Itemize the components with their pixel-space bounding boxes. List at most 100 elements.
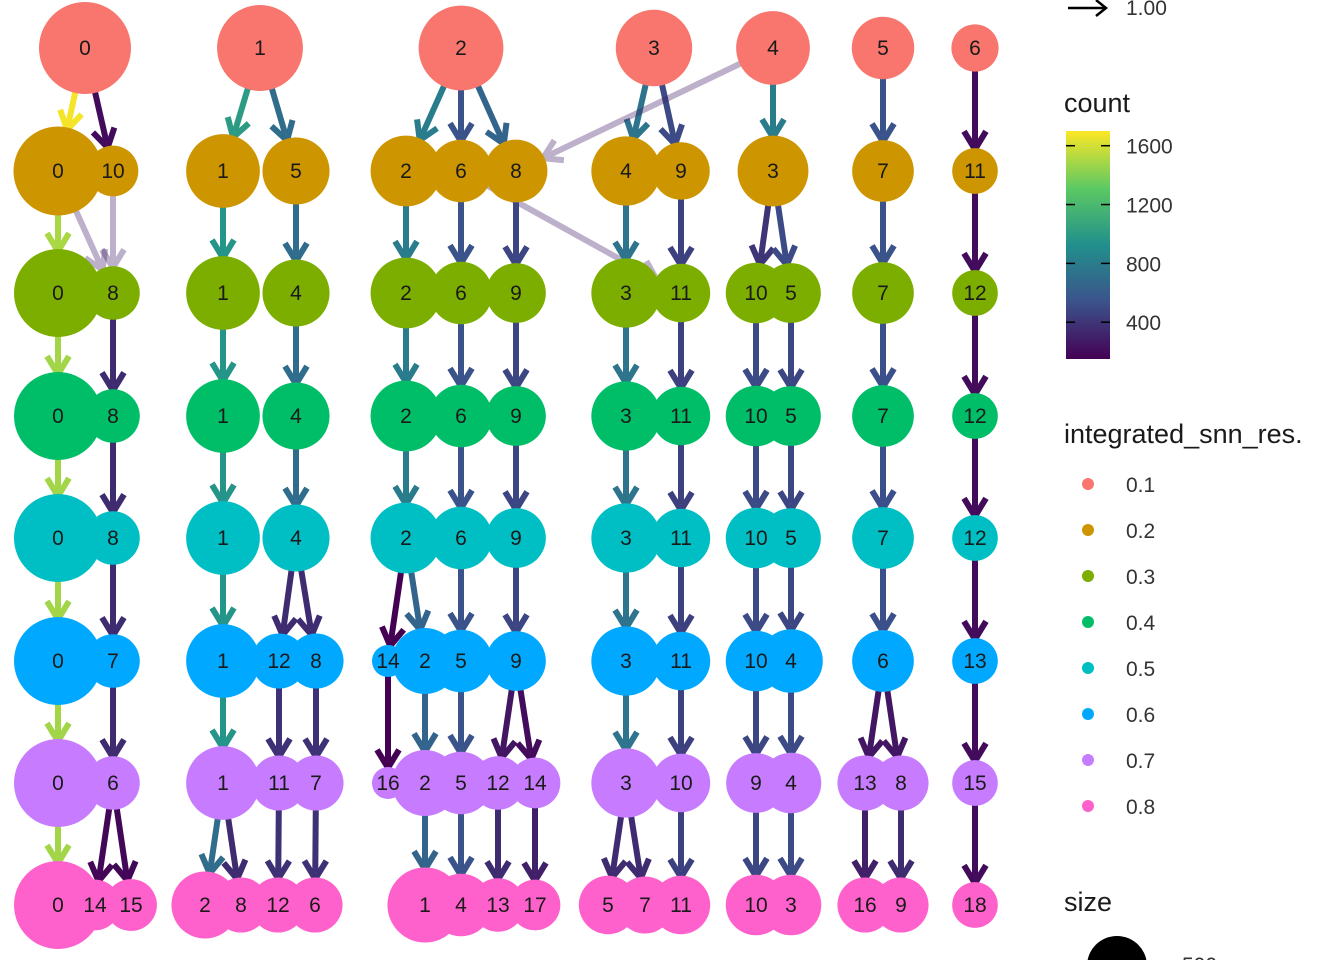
cluster-node-label: 3	[767, 160, 779, 183]
size-legend-title: size	[1064, 887, 1112, 917]
edge-arrow	[502, 558, 530, 639]
cluster-node-label: 1	[419, 894, 431, 917]
edge-line	[112, 801, 130, 876]
cluster-node-label: 2	[455, 37, 467, 60]
edge-arrow	[521, 800, 549, 887]
cluster-node-label: 1	[217, 650, 229, 673]
cluster-node-label: 3	[648, 37, 660, 60]
cluster-node-label: 10	[744, 405, 767, 428]
resolution-key-dot	[1082, 478, 1094, 490]
cluster-node	[486, 508, 546, 568]
cluster-node-label: 0	[52, 772, 64, 795]
edge-arrow	[87, 801, 115, 887]
count-legend-title: count	[1064, 88, 1131, 118]
cluster-node-label: 6	[877, 650, 889, 673]
cluster-node-label: 14	[523, 772, 547, 795]
cluster-node	[370, 380, 442, 452]
cluster-node	[952, 515, 998, 561]
cluster-node	[429, 629, 493, 693]
cluster-node	[370, 135, 442, 207]
cluster-node-label: 3	[785, 894, 797, 917]
cluster-node-label: 17	[523, 894, 546, 917]
cluster-node	[761, 508, 821, 568]
edge-arrow	[742, 437, 770, 516]
cluster-node	[484, 139, 548, 203]
cluster-node	[852, 262, 914, 324]
cluster-node-label: 2	[400, 160, 412, 183]
cluster-node-label: 7	[310, 772, 322, 795]
cluster-node-label: 5	[877, 37, 889, 60]
cluster-node	[288, 755, 344, 811]
edge-arrow	[777, 804, 805, 883]
cluster-node	[591, 258, 661, 328]
cluster-node-label: 9	[750, 772, 762, 795]
cluster-node-label: 11	[670, 894, 692, 917]
cluster-node	[429, 139, 493, 203]
cluster-node-label: 8	[107, 527, 119, 550]
count-legend: count 1600 1200 800 400	[1064, 88, 1173, 359]
resolution-items: 0.1 0.2 0.3 0.4 0.5 0.6 0.7 0.8	[1082, 474, 1156, 819]
edge-arrow	[447, 192, 475, 270]
edge-line	[773, 195, 789, 260]
resolution-key-label: 0.4	[1126, 612, 1156, 635]
edge-arrow	[264, 802, 292, 885]
cluster-node	[952, 393, 998, 439]
count-ticks: 1600 1200 800 400	[1066, 136, 1173, 335]
edge-arrow	[777, 313, 805, 394]
edge-arrow	[851, 802, 879, 885]
cluster-node	[591, 381, 661, 451]
resolution-key-dot	[1082, 754, 1094, 766]
edge-arrow	[271, 560, 299, 641]
resolution-key-label: 0.3	[1126, 566, 1155, 589]
edge-arrow	[447, 682, 475, 760]
cluster-node-label: 4	[785, 772, 797, 795]
edge-arrow	[447, 314, 475, 393]
cluster-node-label: 4	[290, 405, 302, 428]
cluster-node-label: 5	[785, 405, 797, 428]
resolution-key-label: 0.6	[1126, 704, 1155, 727]
cluster-node-label: 11	[670, 650, 692, 673]
edge-line	[626, 806, 643, 873]
resolution-key-label: 0.1	[1126, 474, 1155, 497]
edge-arrow	[99, 434, 127, 519]
cluster-node	[429, 261, 493, 325]
cluster-node	[760, 874, 822, 936]
edge-arrow	[99, 311, 127, 397]
cluster-node	[262, 382, 330, 450]
edge-line	[296, 560, 314, 630]
cluster-node-label: 6	[455, 405, 467, 428]
size-legend-circle	[1087, 936, 1147, 960]
cluster-node-label: 12	[267, 650, 290, 673]
cluster-node	[14, 372, 102, 460]
cluster-node-label: 12	[266, 894, 289, 917]
cluster-node-label: 4	[290, 282, 302, 305]
cluster-node	[186, 134, 260, 208]
cluster-node-label: 14	[376, 650, 400, 673]
cluster-node-label: 9	[510, 405, 522, 428]
cluster-node-label: 0	[52, 650, 64, 673]
edge-arrow	[961, 553, 989, 646]
in-prop-legend: 1.00	[1068, 0, 1167, 20]
cluster-node-label: 6	[969, 37, 981, 60]
cluster-node	[761, 263, 821, 323]
edge-arrow	[502, 436, 530, 516]
cluster-node-label: 0	[79, 37, 91, 60]
cluster-node	[86, 389, 140, 443]
cluster-node	[509, 879, 561, 931]
cluster-node-label: 1	[217, 772, 229, 795]
cluster-node	[651, 386, 711, 446]
cluster-node-label: 11	[964, 160, 986, 183]
cluster-node-label: 10	[744, 282, 767, 305]
edge-line	[516, 681, 534, 754]
edge-arrow	[265, 680, 293, 763]
edge-arrow	[667, 313, 695, 395]
cluster-node-label: 14	[83, 894, 107, 917]
cluster-node	[509, 757, 561, 809]
cluster-node-label: 16	[376, 772, 399, 795]
cluster-node	[852, 630, 914, 692]
cluster-node-label: 0	[52, 160, 64, 183]
cluster-node-label: 12	[963, 282, 986, 305]
cluster-node	[651, 875, 711, 935]
edge-arrow	[869, 314, 897, 393]
cluster-node	[14, 249, 102, 337]
